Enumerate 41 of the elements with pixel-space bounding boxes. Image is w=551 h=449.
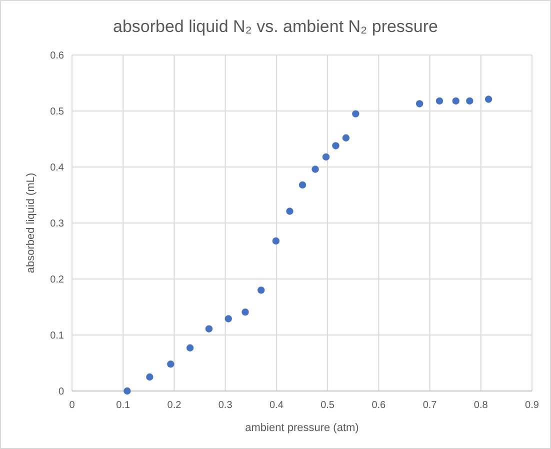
y-tick-label: 0 — [58, 386, 64, 398]
point — [167, 360, 174, 368]
point — [298, 181, 306, 189]
point — [224, 315, 232, 322]
y-tick-label: 0.2 — [50, 274, 64, 286]
point — [436, 97, 444, 105]
point — [332, 142, 340, 150]
x-axis-title: ambient pressure (atm) — [245, 422, 359, 434]
point — [322, 153, 330, 161]
y-tick-label: 0.5 — [50, 106, 64, 118]
x-tick-label: 0.6 — [372, 400, 386, 411]
point — [205, 325, 213, 332]
y-tick-label: 0.1 — [50, 330, 64, 342]
point — [242, 308, 249, 316]
y-tick-label: 0.6 — [50, 50, 64, 62]
point — [186, 344, 194, 352]
y-tick-label: 0.4 — [50, 162, 64, 174]
x-tick-label: 0.4 — [269, 400, 284, 411]
point — [342, 134, 350, 142]
point — [286, 208, 294, 215]
x-tick-label: 0 — [69, 400, 76, 411]
point — [124, 387, 131, 395]
point — [484, 96, 492, 103]
x-tick-label: 0.9 — [525, 400, 540, 411]
x-tick-label: 0.1 — [116, 400, 130, 411]
point — [312, 166, 319, 173]
x-tick-label: 0.3 — [218, 400, 233, 411]
point — [452, 97, 460, 105]
y-axis-title: absorbed liquid (mL) — [25, 172, 37, 274]
x-tick-label: 0.2 — [167, 400, 182, 411]
point — [258, 286, 265, 294]
point — [466, 97, 474, 105]
x-tick-label: 0.5 — [320, 400, 335, 411]
y-tick-label: 0.3 — [50, 218, 64, 230]
point — [352, 110, 360, 118]
x-tick-label: 0.7 — [422, 400, 438, 411]
chart-title: absorbed liquid N₂ vs. ambient N₂ pressure — [112, 17, 438, 36]
point — [146, 373, 154, 381]
point — [416, 100, 424, 108]
x-tick-label: 0.8 — [474, 400, 488, 411]
point — [272, 237, 280, 245]
